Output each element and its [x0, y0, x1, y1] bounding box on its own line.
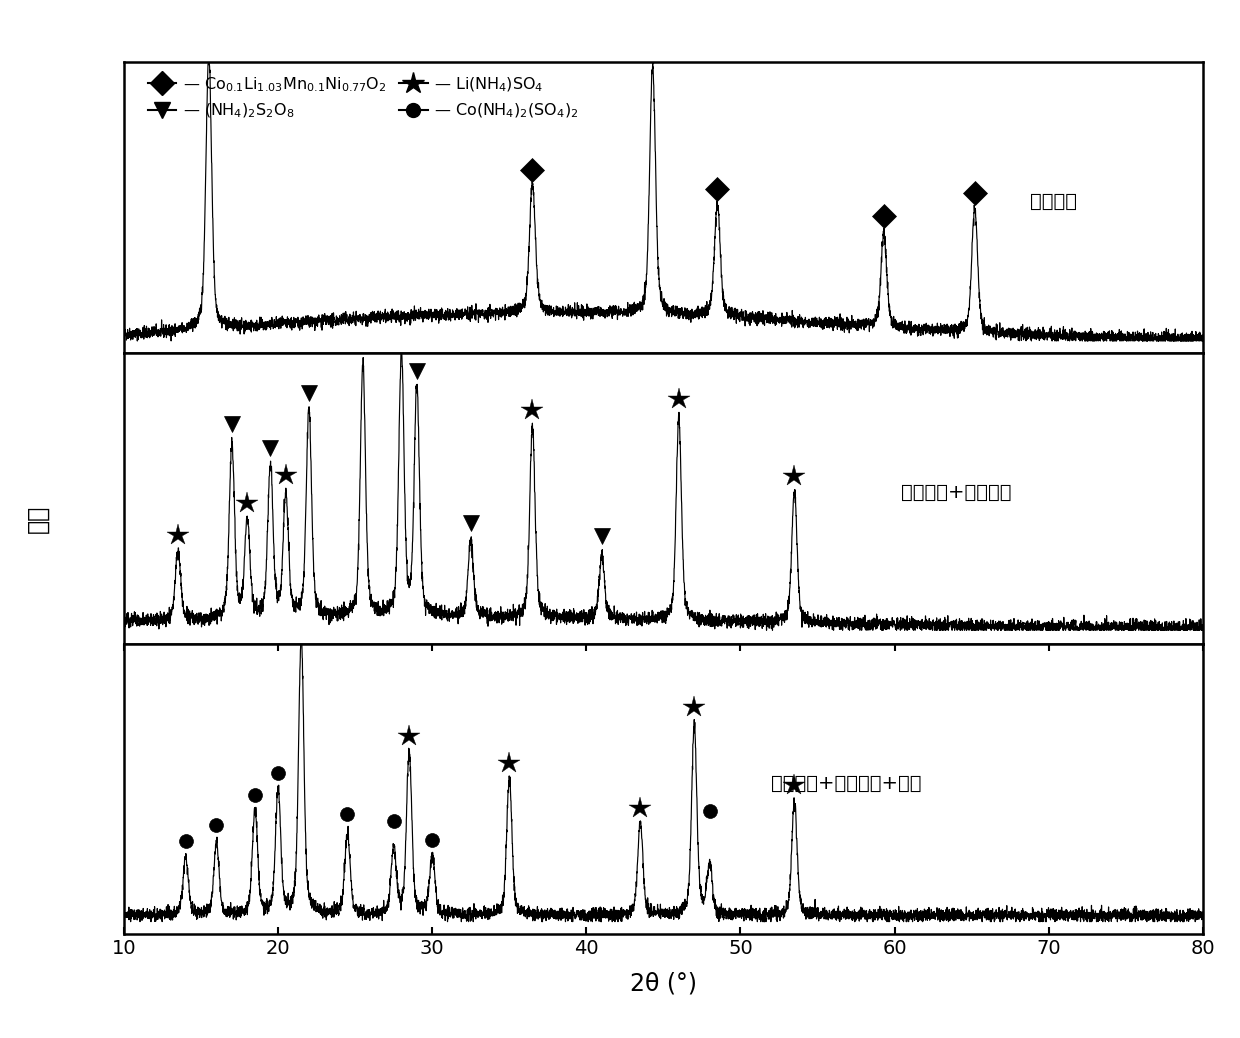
X-axis label: 2θ (°): 2θ (°) — [630, 972, 697, 995]
Legend: — Co$_{0.1}$Li$_{1.03}$Mn$_{0.1}$Ni$_{0.77}$O$_2$, — (NH$_4$)$_2$S$_2$O$_8$, — L: — Co$_{0.1}$Li$_{1.03}$Mn$_{0.1}$Ni$_{0.… — [143, 71, 583, 125]
Text: 正极材料: 正极材料 — [1030, 192, 1078, 212]
Text: 正极材料+过硫酸鐵: 正极材料+过硫酸鐵 — [900, 483, 1012, 502]
Text: 强度: 强度 — [25, 504, 50, 534]
Text: 正极材料+过硫酸鐵+蔗糖: 正极材料+过硫酸鐵+蔗糖 — [771, 773, 921, 793]
